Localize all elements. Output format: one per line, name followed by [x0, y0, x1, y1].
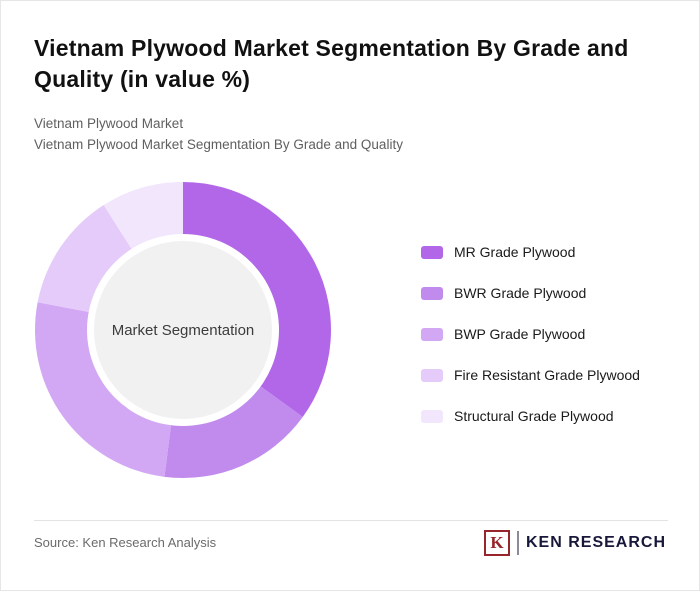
- legend-item-fire-resistant-grade: Fire Resistant Grade Plywood: [421, 367, 640, 383]
- k-icon-letter: K: [490, 533, 504, 552]
- chart-subtitles: Vietnam Plywood Market Vietnam Plywood M…: [34, 113, 654, 155]
- legend-item-structural-grade: Structural Grade Plywood: [421, 408, 640, 424]
- donut-chart-svg: [34, 182, 331, 478]
- footer-divider: [34, 520, 668, 521]
- legend-label: Fire Resistant Grade Plywood: [454, 367, 640, 383]
- legend-label: BWP Grade Plywood: [454, 326, 586, 342]
- legend-swatch-icon: [421, 245, 443, 259]
- chart-legend: MR Grade Plywood BWR Grade Plywood BWP G…: [421, 244, 640, 424]
- subtitle-line-2: Vietnam Plywood Market Segmentation By G…: [34, 137, 403, 152]
- legend-item-bwp-grade: BWP Grade Plywood: [421, 326, 640, 342]
- logo-separator: [516, 531, 519, 555]
- source-text: Source: Ken Research Analysis: [34, 535, 217, 550]
- legend-label: Structural Grade Plywood: [454, 408, 614, 424]
- page-title: Vietnam Plywood Market Segmentation By G…: [34, 35, 629, 92]
- legend-swatch-icon: [421, 409, 443, 423]
- donut-chart: Market Segmentation: [34, 181, 332, 479]
- legend-item-mr-grade: MR Grade Plywood: [421, 244, 640, 260]
- legend-swatch-icon: [421, 368, 443, 382]
- legend-item-bwr-grade: BWR Grade Plywood: [421, 285, 640, 301]
- legend-label: MR Grade Plywood: [454, 244, 576, 260]
- ken-research-logo: K KEN RESEARCH: [483, 528, 666, 558]
- subtitle-line-1: Vietnam Plywood Market: [34, 116, 184, 131]
- logo-text: KEN RESEARCH: [525, 534, 666, 551]
- legend-swatch-icon: [421, 327, 443, 341]
- legend-swatch-icon: [421, 286, 443, 300]
- ken-research-k-icon: K: [483, 530, 510, 556]
- legend-label: BWR Grade Plywood: [454, 285, 587, 301]
